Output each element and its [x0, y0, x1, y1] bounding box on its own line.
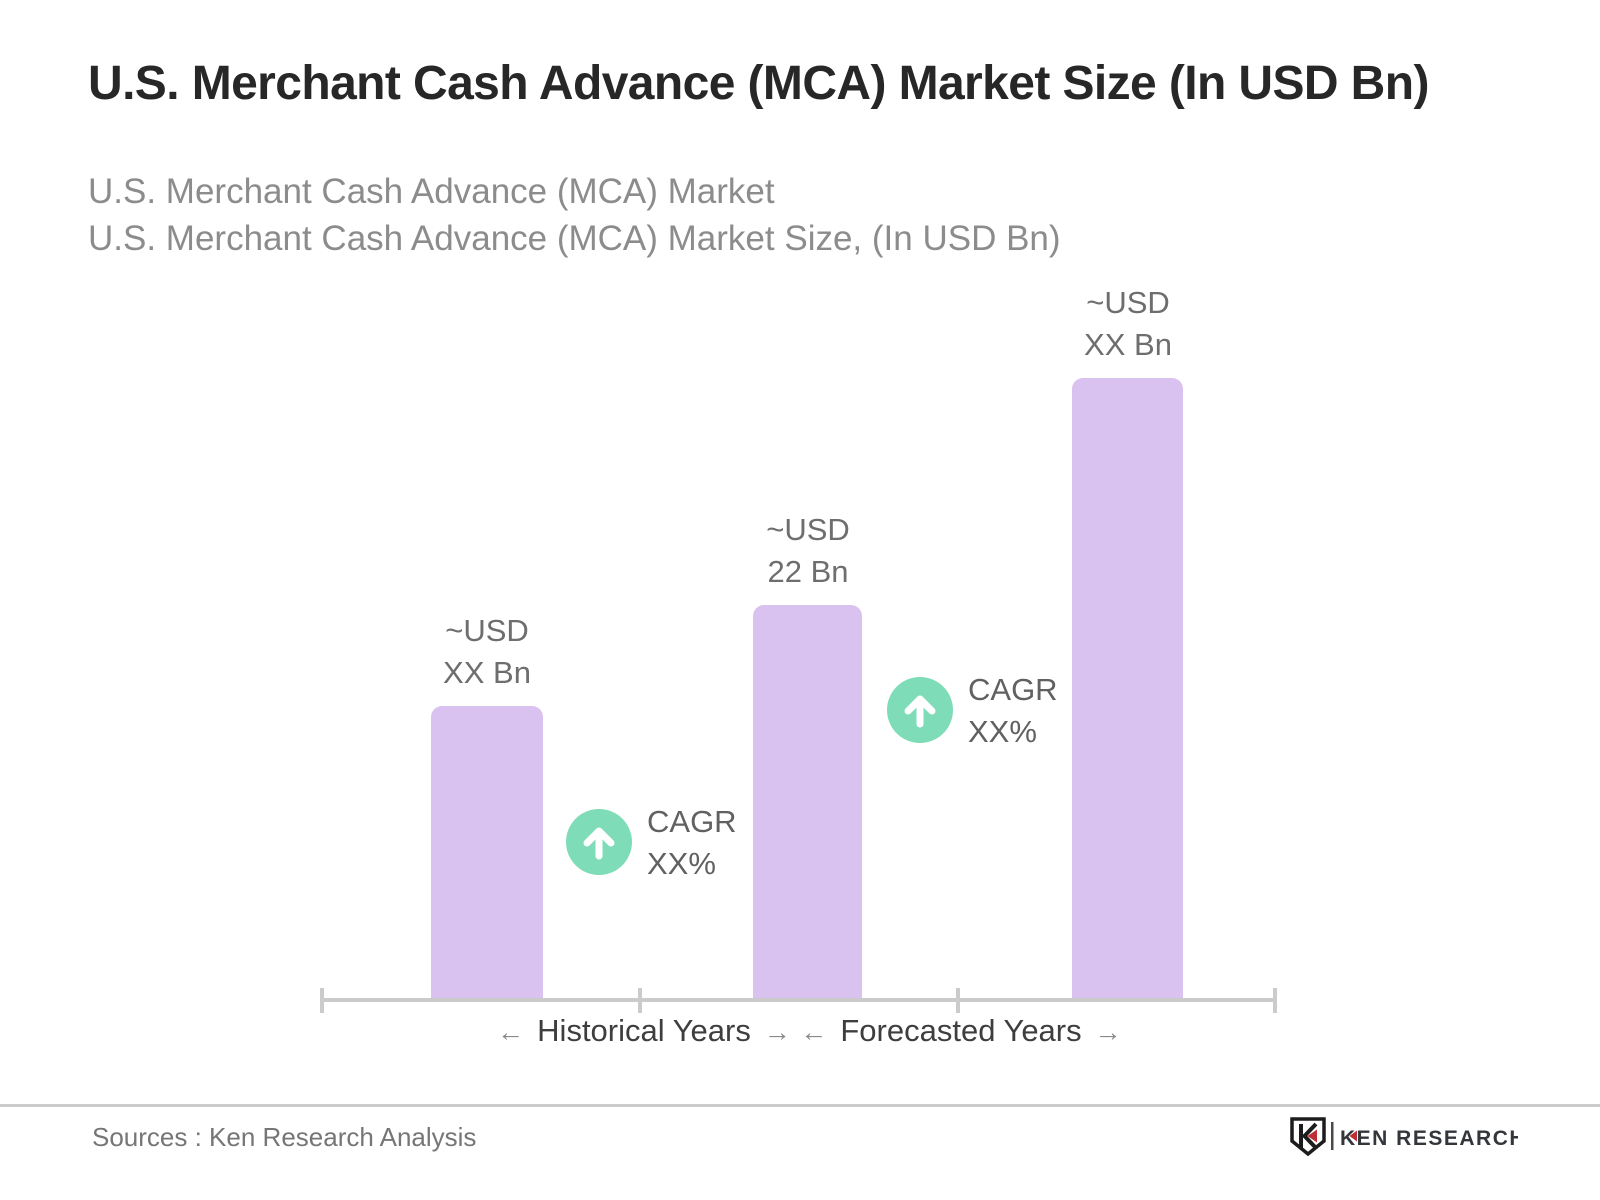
- right-arrow-icon: →: [763, 1016, 791, 1047]
- bar3-label-line2: XX Bn: [1084, 327, 1172, 362]
- bar2-label-line1: ~USD: [766, 512, 850, 547]
- bar-value-label: ~USD 22 Bn: [698, 509, 918, 593]
- x-axis-label-text: Forecasted Years: [840, 1013, 1082, 1048]
- bar-value-label: ~USD XX Bn: [1018, 282, 1238, 366]
- x-axis-line: [322, 998, 1276, 1002]
- ken-research-logo: KEN RESEARCH: [1288, 1114, 1525, 1163]
- chart-subtitle-line1: U.S. Merchant Cash Advance (MCA) Market: [88, 172, 775, 211]
- cagr-label: CAGR XX%: [647, 801, 737, 885]
- cagr2-line1: CAGR: [968, 672, 1058, 707]
- up-arrow-icon: [566, 809, 632, 875]
- up-arrow-icon: [887, 677, 953, 743]
- bar3-label-line1: ~USD: [1086, 285, 1170, 320]
- x-axis-tick: [638, 988, 642, 1013]
- right-arrow-icon: →: [1094, 1016, 1122, 1047]
- bar2-label-line2: 22 Bn: [767, 554, 849, 589]
- bar-forecast-end: [1072, 378, 1183, 1002]
- page-title: U.S. Merchant Cash Advance (MCA) Market …: [88, 57, 1429, 110]
- cagr1-line2: XX%: [647, 846, 716, 881]
- bar-historical-start: [431, 706, 543, 1002]
- cagr-annotation-historical: CAGR XX%: [566, 801, 737, 885]
- left-arrow-icon: ←: [800, 1016, 828, 1047]
- cagr-label: CAGR XX%: [968, 669, 1058, 753]
- bar-value-label: ~USD XX Bn: [377, 610, 597, 694]
- footer-divider: [0, 1104, 1600, 1107]
- x-axis-tick: [956, 988, 960, 1013]
- bar1-label-line2: XX Bn: [443, 655, 531, 690]
- logo-badge: [1290, 1117, 1326, 1157]
- bar1-label-line1: ~USD: [445, 613, 529, 648]
- x-axis-tick: [1273, 988, 1277, 1013]
- bar-historical-end: [753, 605, 862, 1002]
- sources-text: Sources : Ken Research Analysis: [92, 1122, 477, 1152]
- chart-subtitle: U.S. Merchant Cash Advance (MCA) Market …: [88, 168, 1288, 262]
- cagr-annotation-forecast: CAGR XX%: [887, 669, 1058, 753]
- cagr1-line1: CAGR: [647, 804, 737, 839]
- logo-wordmark: KEN RESEARCH: [1340, 1127, 1518, 1150]
- x-axis-label-historical: ← Historical Years →: [414, 1013, 874, 1049]
- x-axis-label-forecasted: ← Forecasted Years →: [731, 1013, 1191, 1049]
- x-axis-tick: [320, 988, 324, 1013]
- chart-subtitle-line2: U.S. Merchant Cash Advance (MCA) Market …: [88, 219, 1061, 258]
- x-axis-label-text: Historical Years: [537, 1013, 751, 1048]
- cagr2-line2: XX%: [968, 714, 1037, 749]
- left-arrow-icon: ←: [497, 1016, 525, 1047]
